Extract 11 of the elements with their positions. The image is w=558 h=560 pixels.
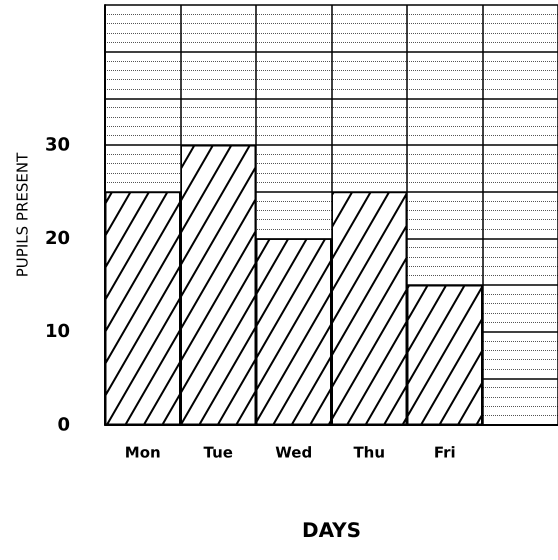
y-tick-label: 10 (44, 321, 70, 342)
x-tick-label: Wed (275, 444, 312, 462)
y-axis-title: PUPILS PRESENT (14, 152, 32, 278)
x-tick-label: Thu (353, 444, 386, 462)
x-tick-label: Mon (124, 444, 161, 462)
x-axis-title: DAYS (302, 518, 362, 542)
x-tick-label: Fri (434, 444, 456, 462)
x-tick-label: Tue (204, 444, 233, 462)
y-tick-label: 0 (57, 414, 70, 436)
y-tick-label: 30 (44, 134, 70, 156)
y-tick-label: 20 (44, 228, 70, 249)
